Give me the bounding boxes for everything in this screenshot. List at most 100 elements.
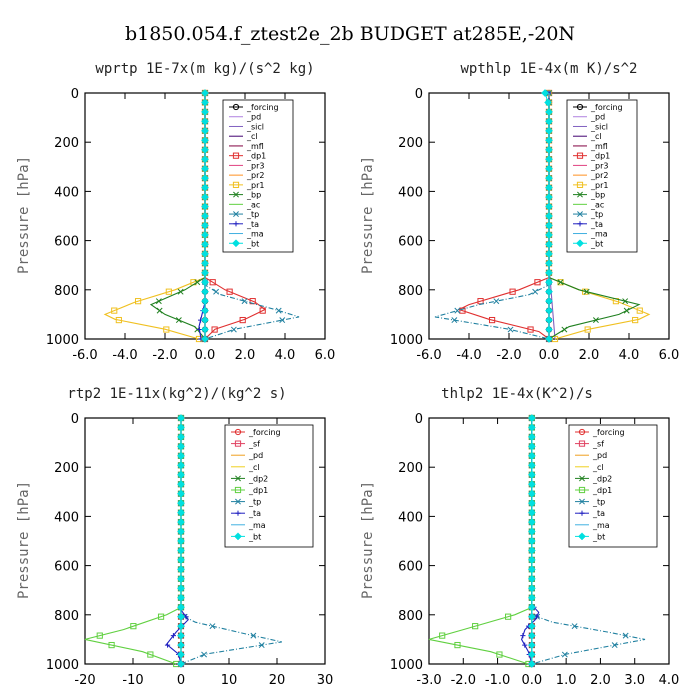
series-marker-bt	[201, 212, 209, 220]
series-marker-bt	[527, 527, 536, 536]
series-marker-dp1	[209, 279, 216, 286]
series-marker-bt	[201, 117, 209, 126]
x-tick-label: 2.0	[235, 348, 256, 363]
series-marker-bt	[177, 537, 185, 545]
figure-title: b1850.054.f_ztest2e_2b BUDGET at285E,-20…	[125, 23, 575, 45]
series-marker-bt	[527, 423, 536, 432]
series-marker-tp	[622, 632, 629, 639]
legend-box	[566, 99, 638, 253]
legend-entry: _cl	[590, 132, 602, 141]
legend-entry: _forcing	[246, 103, 279, 112]
series-marker-pr1	[115, 316, 122, 324]
legend-entry: _ma	[248, 521, 266, 530]
series-marker-bt	[527, 641, 536, 650]
x-tick-label: 4.0	[619, 348, 640, 363]
series-marker-bt	[177, 546, 185, 555]
series-marker-bp	[622, 298, 629, 305]
legend-entry: _forcing	[248, 428, 281, 437]
series-marker-bt	[545, 325, 553, 334]
x-tick-label: 20	[269, 673, 286, 688]
series-marker-tp	[451, 317, 458, 324]
legend-marker	[578, 486, 586, 494]
y-tick-label: 200	[54, 461, 79, 476]
legend-entry: _ta	[590, 220, 603, 229]
legend-marker	[579, 510, 585, 516]
series-marker-bt	[177, 499, 185, 508]
series-marker-bp	[583, 288, 590, 295]
series-marker-pr1	[134, 298, 142, 305]
legend-entry: _mfl	[246, 142, 264, 151]
legend-entry: _pd	[248, 451, 263, 460]
series-marker-bt	[527, 442, 536, 451]
plot-area: -3.0 -2.0 -1.0 0.0 1.0 2.0 3.0 4.0 0 200 400 600 800…	[390, 412, 679, 688]
series-marker-bt	[545, 193, 553, 202]
series-marker-bt	[177, 461, 185, 470]
legend-entry: _ma	[246, 230, 264, 239]
legend-entry: _dp1	[592, 486, 612, 495]
series-marker-bp	[561, 326, 568, 333]
series-marker-bp	[557, 279, 564, 286]
series-marker-bt	[545, 155, 553, 164]
legend-entry: _forcing	[592, 428, 625, 437]
legend-marker	[234, 428, 242, 436]
series-marker-bt	[527, 565, 536, 574]
x-tick-label: 0.0	[195, 348, 216, 363]
series-marker-bt	[177, 414, 185, 422]
series-line-tp	[180, 418, 282, 665]
series-marker-bt	[527, 499, 536, 508]
series-marker-tp	[209, 623, 216, 630]
series-marker-tp	[258, 642, 265, 649]
series-marker-ta	[164, 642, 171, 648]
legend-entry: _bt	[590, 239, 603, 248]
y-tick-label: 600	[398, 560, 423, 575]
panel-wprtp: wprtp 1E-7x(m kg)/(s^2 kg) Pressure [hPa…	[16, 61, 335, 363]
legend-marker	[233, 211, 239, 218]
series-marker-bt	[177, 660, 185, 668]
y-tick-label: 1000	[46, 333, 79, 348]
series-marker-bt	[201, 240, 209, 249]
series-marker-bt	[201, 249, 209, 258]
legend-marker	[578, 428, 586, 436]
series-marker-bt	[177, 508, 185, 517]
legend-entry: _pr3	[246, 161, 264, 170]
series-marker-bp	[175, 317, 182, 324]
legend-entry: _bp	[246, 191, 261, 200]
panel-title: wprtp 1E-7x(m kg)/(s^2 kg)	[95, 61, 314, 77]
legend-marker	[234, 440, 242, 447]
series-marker-bt	[177, 631, 185, 640]
series-marker-tp	[532, 288, 539, 295]
series-marker-bt	[545, 145, 553, 154]
series-marker-bt	[545, 316, 553, 325]
y-tick-label: 400	[398, 185, 423, 200]
series-marker-bt	[527, 555, 536, 564]
y-tick-label: 1000	[390, 658, 423, 673]
series-marker-bt	[177, 574, 185, 583]
x-tick-label: 10	[221, 673, 238, 688]
series-marker-bp	[156, 307, 163, 314]
legend-marker	[577, 211, 583, 218]
series-marker-bt	[177, 593, 185, 602]
series-marker-dp1	[108, 641, 115, 649]
legend-box	[224, 424, 314, 548]
x-tick-label: -2.0	[496, 348, 521, 363]
series-marker-bp	[592, 317, 599, 324]
x-tick-label: -4.0	[112, 348, 137, 363]
y-tick-label: 800	[54, 609, 79, 624]
series-marker-bt	[201, 174, 209, 183]
series-marker-tp	[454, 307, 461, 314]
x-tick-label: 0	[177, 673, 185, 688]
series-marker-bt	[545, 230, 553, 239]
y-tick-label: 400	[398, 510, 423, 525]
x-tick-label: 0.0	[539, 348, 560, 363]
y-axis-label: Pressure [hPa]	[16, 481, 32, 599]
series-marker-bt	[177, 442, 185, 451]
legend-marker	[232, 103, 240, 111]
y-tick-label: 400	[54, 185, 79, 200]
legend-entry: _dp1	[590, 152, 610, 161]
legend-box	[568, 424, 658, 548]
series-marker-ta	[522, 642, 528, 648]
legend-entry: _dp2	[592, 474, 612, 483]
panel-title: rtp2 1E-11x(kg^2)/(kg^2 s)	[67, 386, 286, 402]
series-marker-bt	[527, 631, 536, 640]
